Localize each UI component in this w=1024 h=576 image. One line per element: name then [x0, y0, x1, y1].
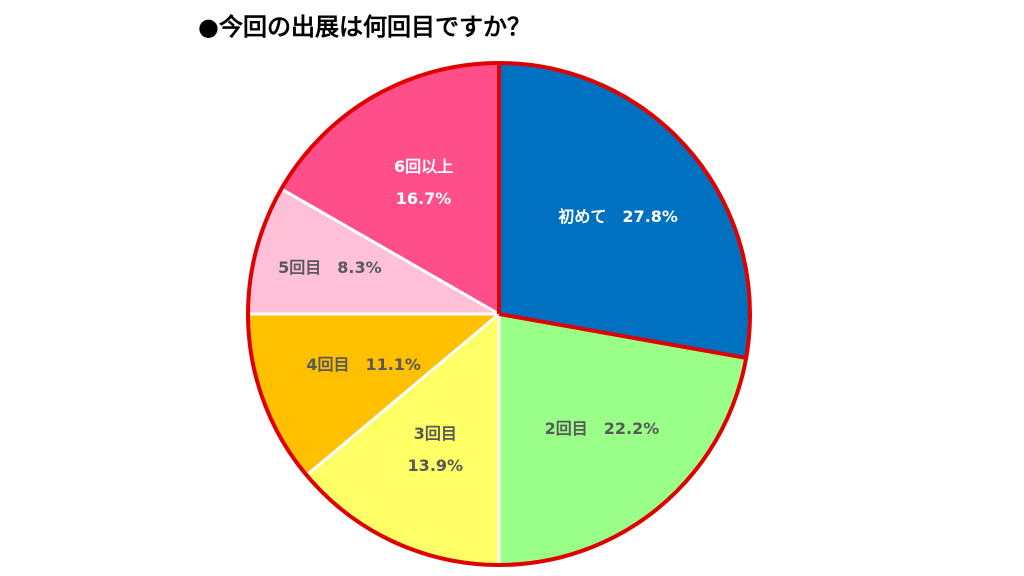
value-label: 11.1%: [365, 355, 421, 374]
category-label: 4回目: [306, 355, 349, 374]
value-label: 13.9%: [408, 456, 464, 475]
pie-outline: [246, 61, 752, 567]
slice-border: [498, 312, 747, 360]
chart-title: ●今回の出展は何回目ですか？: [198, 13, 531, 41]
labels: 初めて 27.8% 2回目 22.2% 3回目 13.9% 4回目 11.1% 5回目 8.3% 6…: [278, 157, 678, 475]
category-label: 3回目: [414, 424, 457, 443]
category-label: 初めて: [558, 207, 606, 226]
value-label: 8.3%: [337, 258, 381, 277]
category-label: 2回目: [545, 419, 588, 438]
value-label: 16.7%: [396, 189, 452, 208]
category-label: 6回以上: [394, 157, 453, 176]
value-label: 22.2%: [604, 419, 660, 438]
value-label: 27.8%: [622, 207, 678, 226]
category-label: 5回目: [278, 258, 321, 277]
